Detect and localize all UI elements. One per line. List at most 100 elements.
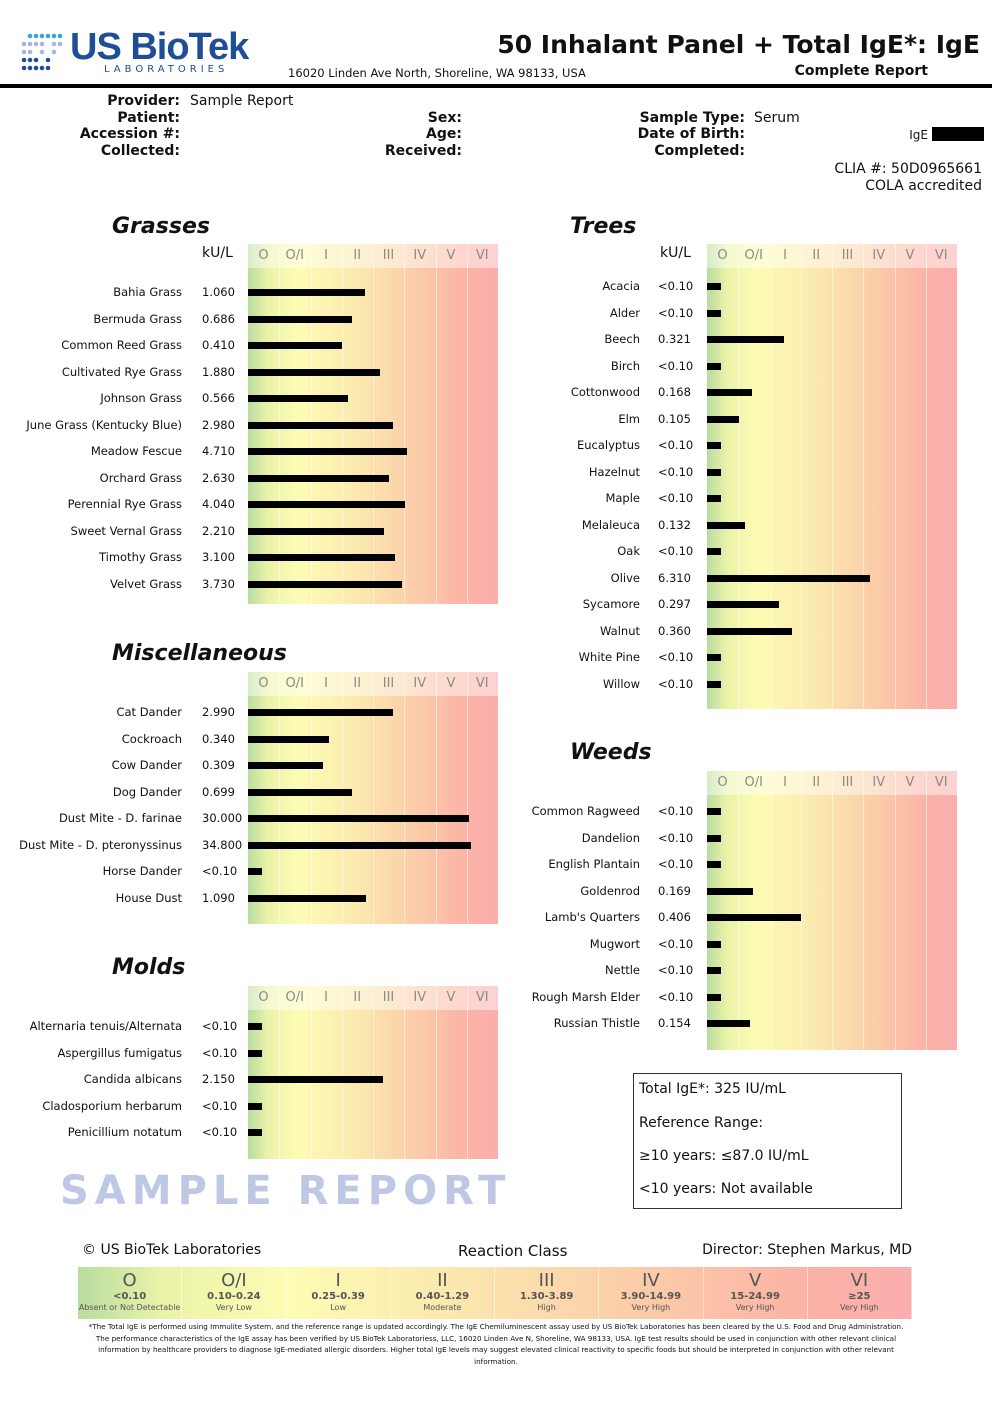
legend-class-desc: Very High <box>631 1303 671 1312</box>
allergen-name: Hazelnut <box>588 464 640 479</box>
allergen-name: Candida albicans <box>83 1072 182 1086</box>
class-header-label: I <box>324 990 328 1005</box>
legend-class: VI ≥25 Very High <box>808 1267 912 1319</box>
class-header-label: VI <box>934 248 948 263</box>
legend-class-range: ≥25 <box>848 1291 871 1302</box>
allergen-value: 2.150 <box>202 1072 235 1086</box>
allergen-value: 1.060 <box>202 285 235 299</box>
allergen-name: Beech <box>604 332 640 346</box>
result-bar <box>248 421 394 429</box>
class-divider <box>404 672 406 924</box>
result-bar <box>248 894 366 902</box>
class-header-label: IV <box>413 248 427 263</box>
legend-class-desc: Very High <box>735 1303 775 1312</box>
allergen-value: <0.10 <box>658 358 694 373</box>
allergen-value: 0.340 <box>202 731 235 746</box>
class-header-label: O <box>717 248 728 263</box>
result-bar <box>248 527 384 535</box>
allergen-value: <0.10 <box>202 864 238 878</box>
class-header-label: III <box>382 248 395 263</box>
allergen-value: <0.10 <box>658 650 694 664</box>
allergen-value: 0.566 <box>202 391 235 405</box>
result-bar <box>707 362 722 370</box>
legend-class-name: II <box>437 1270 448 1291</box>
class-divider <box>435 986 437 1159</box>
class-header-label: V <box>905 775 915 790</box>
legend-class: O/I 0.10-0.24 Very Low <box>182 1267 287 1319</box>
allergen-name: Oak <box>617 544 640 558</box>
result-bar <box>707 940 722 948</box>
allergen-name: Dust Mite - D. farinae <box>58 811 182 825</box>
class-header-label: O <box>717 775 728 790</box>
allergen-name: Goldenrod <box>580 883 640 898</box>
allergen-value: 1.880 <box>202 364 235 379</box>
misc-title: Miscellaneous <box>112 641 287 666</box>
result-bar <box>707 601 780 608</box>
allergen-value: <0.10 <box>658 305 694 320</box>
result-bar <box>248 1023 263 1030</box>
result-bar <box>248 868 263 875</box>
total-ige-result: Total IgE*: 325 IU/mL <box>639 1081 786 1097</box>
allergen-value: <0.10 <box>658 857 694 871</box>
class-header-label: VI <box>475 248 489 263</box>
allergen-value: <0.10 <box>658 464 694 479</box>
header-divider <box>0 84 992 88</box>
class-header-label: III <box>382 676 395 691</box>
allergen-value: <0.10 <box>202 1045 238 1060</box>
allergen-name: Cladosporium herbarum <box>42 1098 182 1113</box>
class-header-label: IV <box>872 775 886 790</box>
allergen-name: Dust Mite - D. pteronyssinus <box>19 837 182 852</box>
sample-type-label: Sample Type: <box>639 110 745 126</box>
allergen-value: 0.169 <box>658 883 691 898</box>
allergen-value: 4.040 <box>202 497 235 511</box>
class-divider <box>373 672 374 924</box>
logo-text: US BioTek <box>70 26 249 68</box>
sample-watermark: SAMPLE REPORT <box>60 1168 512 1214</box>
lab-address: 16020 Linden Ave North, Shoreline, WA 98… <box>288 66 586 80</box>
logo-subtext: LABORATORIES <box>104 64 229 75</box>
class-divider <box>466 986 468 1159</box>
class-divider <box>310 672 312 924</box>
molds-chart: O O/I I II III IV V VI <box>248 986 498 1159</box>
allergen-name: Nettle <box>605 963 640 977</box>
accession-label: Accession #: <box>79 126 180 142</box>
class-header-label: O <box>258 248 269 263</box>
result-bar <box>248 368 380 376</box>
result-bar <box>707 654 722 661</box>
legend-class-name: IV <box>642 1270 660 1291</box>
legend-class-range: 0.40-1.29 <box>415 1291 470 1302</box>
legend-class-range: 3.90-14.99 <box>620 1291 682 1302</box>
allergen-value: 0.406 <box>658 910 691 924</box>
result-bar <box>707 627 793 635</box>
result-bar <box>707 574 870 582</box>
class-divider <box>341 672 343 924</box>
result-bar <box>707 680 722 688</box>
result-bar <box>248 1102 263 1110</box>
result-bar <box>707 834 722 842</box>
allergen-name: Sweet Vernal Grass <box>70 523 182 538</box>
class-header-label: O/I <box>744 248 763 263</box>
allergen-name: Cultivated Rye Grass <box>61 364 182 379</box>
result-bar <box>707 389 753 396</box>
allergen-name: Common Ragweed <box>531 804 640 818</box>
class-header-label: V <box>446 990 456 1005</box>
class-divider <box>466 244 468 604</box>
director: Director: Stephen Markus, MD <box>702 1242 912 1258</box>
class-divider <box>769 771 771 1050</box>
result-bar <box>248 395 348 402</box>
class-header-label: V <box>446 248 456 263</box>
allergen-value: 0.410 <box>202 338 235 352</box>
result-bar <box>248 474 389 482</box>
reference-range-label: Reference Range: <box>639 1115 764 1131</box>
legend-class-range: 1.30-3.89 <box>519 1291 574 1302</box>
class-divider <box>279 672 281 924</box>
class-divider <box>373 986 374 1159</box>
allergen-value: 30.000 <box>202 811 243 825</box>
allergen-name: Lamb's Quarters <box>544 910 640 924</box>
allergen-value: <0.10 <box>658 989 694 1004</box>
class-header-label: V <box>905 248 915 263</box>
allergen-name: House Dust <box>115 890 182 905</box>
allergen-name: Timothy Grass <box>98 550 182 564</box>
allergen-name: Horse Dander <box>102 864 182 878</box>
